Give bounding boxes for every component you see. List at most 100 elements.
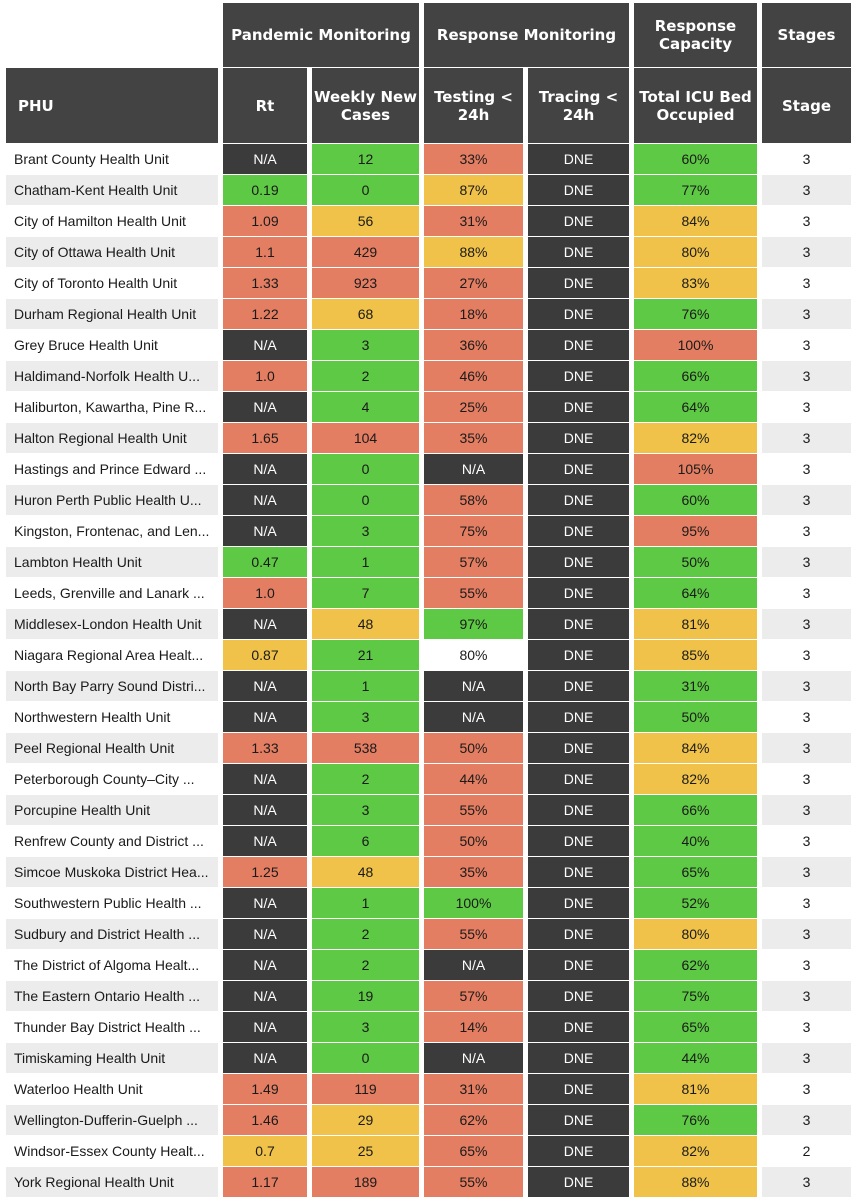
phu-name-cell: Brant County Health Unit [14, 151, 169, 167]
testing-cell: 18% [424, 299, 523, 329]
table-row: City of Hamilton Health Unit 1.09 56 31% DNE… [6, 206, 851, 236]
tracing-cell: DNE [528, 392, 629, 422]
phu-name-cell: Durham Regional Health Unit [6, 299, 218, 329]
weekly-cases-cell: 0 [312, 454, 419, 484]
tracing-cell: DNE [528, 609, 629, 639]
stage-cell: 3 [762, 981, 851, 1011]
table-row: Middlesex-London Health Unit N/A 48 97% DNE 8… [6, 609, 851, 639]
table-row: Porcupine Health Unit N/A 3 55% DNE 66% 3 [6, 795, 851, 825]
column-header-weekly-cases: Weekly New Cases [312, 68, 419, 143]
testing-cell: 65% [424, 1136, 523, 1166]
rt-cell: 1.22 [223, 299, 307, 329]
weekly-cases-cell: 7 [312, 578, 419, 608]
testing-cell: 57% [424, 981, 523, 1011]
phu-name-cell: Lambton Health Unit [6, 547, 218, 577]
weekly-cases-cell: 68 [312, 299, 419, 329]
testing-cell: 44% [424, 764, 523, 794]
column-header-rt: Rt [223, 68, 307, 143]
table-row: Huron Perth Public Health U... N/A 0 58% DNE… [6, 485, 851, 515]
rt-cell: N/A [223, 795, 307, 825]
stage-cell: 3 [802, 523, 811, 539]
tracing-cell: DNE [528, 175, 629, 205]
rt-cell: 0.19 [223, 175, 307, 205]
tracing-cell: DNE [528, 516, 629, 546]
tracing-cell: DNE [528, 795, 629, 825]
stage-cell: 3 [802, 957, 811, 973]
stage-cell: 3 [762, 795, 851, 825]
testing-cell: 62% [424, 1105, 523, 1135]
testing-cell: 88% [424, 237, 523, 267]
stage-cell: 3 [762, 919, 851, 949]
testing-cell: 87% [424, 175, 523, 205]
column-header-row: PHU Rt Weekly New Cases Testing < 24h Tr… [6, 68, 851, 143]
rt-cell: 1.46 [223, 1105, 307, 1135]
table-row: The District of Algoma Healt... N/A 2 N/A DN… [6, 950, 851, 980]
weekly-cases-cell: 1 [312, 888, 419, 918]
phu-name-cell: Renfrew County and District ... [14, 833, 204, 849]
tracing-cell: DNE [528, 485, 629, 515]
table-row: Peterborough County–City ... N/A 2 44% DNE 82… [6, 764, 851, 794]
rt-cell: N/A [223, 1012, 307, 1042]
tracing-cell: DNE [528, 1105, 629, 1135]
testing-cell: 31% [424, 206, 523, 236]
table-body: Brant County Health Unit N/A 12 33% DNE 60% 3 C… [6, 144, 851, 1197]
testing-cell: 50% [424, 826, 523, 856]
icu-cell: 82% [634, 423, 757, 453]
weekly-cases-cell: 19 [312, 981, 419, 1011]
testing-cell: 35% [424, 423, 523, 453]
table-row: Sudbury and District Health ... N/A 2 55% DN… [6, 919, 851, 949]
stage-cell: 3 [762, 175, 851, 205]
testing-cell: 58% [424, 485, 523, 515]
rt-cell: 1.17 [223, 1167, 307, 1197]
table-row: Hastings and Prince Edward ... N/A 0 N/A DNE… [6, 454, 851, 484]
weekly-cases-cell: 1 [312, 671, 419, 701]
icu-cell: 60% [634, 144, 757, 174]
column-header-phu: PHU [6, 68, 218, 143]
phu-name-cell: Niagara Regional Area Healt... [14, 647, 204, 663]
weekly-cases-cell: 0 [312, 175, 419, 205]
table-row: Halton Regional Health Unit 1.65 104 35% DNE… [6, 423, 851, 453]
rt-cell: 1.49 [223, 1074, 307, 1104]
icu-cell: 77% [634, 175, 757, 205]
phu-name-cell: Southwestern Public Health ... [14, 895, 202, 911]
icu-cell: 64% [634, 392, 757, 422]
phu-name-cell: Haldimand-Norfolk Health U... [6, 361, 218, 391]
phu-name-cell: Waterloo Health Unit [14, 1081, 143, 1097]
testing-cell: 57% [424, 547, 523, 577]
stage-cell: 3 [762, 609, 851, 639]
rt-cell: N/A [223, 516, 307, 546]
stage-cell: 3 [762, 1105, 851, 1135]
tracing-cell: DNE [528, 268, 629, 298]
tracing-cell: DNE [528, 671, 629, 701]
table-row: Grey Bruce Health Unit N/A 3 36% DNE 100% 3 [6, 330, 851, 360]
icu-cell: 50% [634, 702, 757, 732]
column-header-stage: Stage [762, 68, 851, 143]
weekly-cases-cell: 0 [312, 485, 419, 515]
testing-cell: N/A [424, 454, 523, 484]
table-row: City of Ottawa Health Unit 1.1 429 88% DNE 80… [6, 237, 851, 267]
icu-cell: 80% [634, 237, 757, 267]
rt-cell: N/A [223, 888, 307, 918]
icu-cell: 31% [634, 671, 757, 701]
icu-cell: 81% [634, 609, 757, 639]
stage-cell: 3 [802, 585, 811, 601]
testing-cell: 55% [424, 919, 523, 949]
weekly-cases-cell: 21 [312, 640, 419, 670]
icu-cell: 52% [634, 888, 757, 918]
stage-cell: 3 [762, 423, 851, 453]
weekly-cases-cell: 25 [312, 1136, 419, 1166]
table-row: The Eastern Ontario Health ... N/A 19 57% DN… [6, 981, 851, 1011]
rt-cell: 1.33 [223, 733, 307, 763]
tracing-cell: DNE [528, 237, 629, 267]
tracing-cell: DNE [528, 733, 629, 763]
icu-cell: 50% [634, 547, 757, 577]
icu-cell: 66% [634, 795, 757, 825]
weekly-cases-cell: 6 [312, 826, 419, 856]
tracing-cell: DNE [528, 857, 629, 887]
testing-cell: 55% [424, 1167, 523, 1197]
table-row: North Bay Parry Sound Distri... N/A 1 N/A DN… [6, 671, 851, 701]
weekly-cases-cell: 4 [312, 392, 419, 422]
testing-cell: 27% [424, 268, 523, 298]
phu-name-cell: The District of Algoma Healt... [14, 957, 200, 973]
